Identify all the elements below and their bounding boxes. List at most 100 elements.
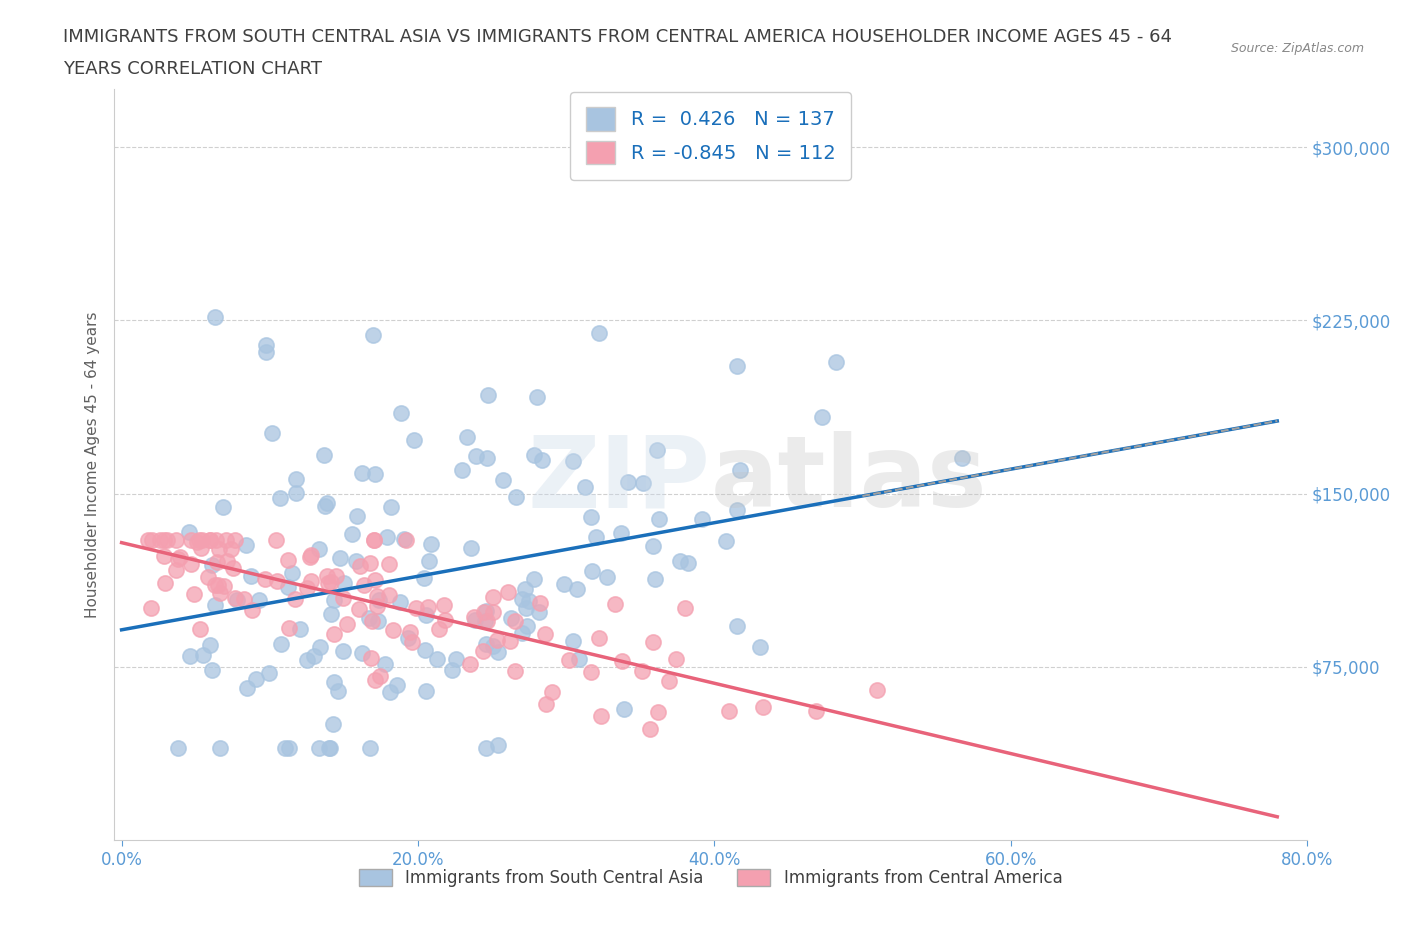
Point [561, 454, 583, 469]
Point [139, 600, 162, 615]
Point [588, 631, 610, 645]
Point [612, 654, 634, 669]
Point [825, 355, 848, 370]
Point [201, 662, 224, 677]
Point [648, 512, 671, 526]
Point [616, 474, 638, 489]
Point [513, 581, 536, 596]
Point [264, 532, 287, 547]
Point [503, 613, 526, 628]
Point [405, 601, 427, 616]
Point [136, 532, 159, 547]
Point [415, 608, 437, 623]
Point [645, 443, 668, 458]
Point [363, 327, 385, 342]
Point [574, 480, 596, 495]
Point [329, 551, 352, 565]
Point [347, 602, 370, 617]
Point [553, 577, 575, 591]
Point [253, 571, 276, 586]
Point [366, 599, 388, 614]
Point [197, 569, 219, 584]
Point [353, 578, 375, 593]
Point [332, 644, 354, 658]
Point [186, 535, 208, 550]
Point [211, 500, 233, 515]
Point [472, 604, 495, 619]
Point [245, 671, 267, 686]
Point [380, 499, 402, 514]
Point [394, 531, 416, 546]
Point [387, 677, 409, 692]
Point [200, 532, 222, 547]
Point [361, 613, 384, 628]
Point [510, 626, 533, 641]
Point [633, 476, 655, 491]
Point [201, 558, 224, 573]
Point [477, 387, 499, 402]
Point [208, 541, 231, 556]
Point [568, 651, 591, 666]
Point [603, 596, 626, 611]
Point [673, 601, 696, 616]
Point [464, 613, 486, 628]
Point [444, 652, 467, 667]
Point [363, 532, 385, 547]
Point [486, 632, 509, 647]
Point [215, 532, 238, 547]
Point [277, 620, 299, 635]
Point [322, 674, 344, 689]
Point [295, 653, 318, 668]
Point [399, 624, 422, 639]
Point [219, 541, 242, 556]
Point [366, 589, 388, 604]
Point [274, 740, 297, 755]
Point [529, 596, 551, 611]
Point [562, 634, 585, 649]
Point [236, 680, 259, 695]
Point [187, 532, 209, 547]
Legend: R =  0.426   N = 137, R = -0.845   N = 112: R = 0.426 N = 137, R = -0.845 N = 112 [571, 92, 851, 179]
Point [235, 538, 257, 552]
Point [278, 740, 301, 755]
Point [153, 549, 176, 564]
Point [297, 581, 319, 596]
Point [718, 704, 741, 719]
Point [315, 568, 337, 583]
Point [270, 636, 292, 651]
Point [434, 613, 457, 628]
Point [866, 682, 889, 697]
Point [350, 646, 373, 661]
Point [475, 604, 498, 618]
Point [474, 614, 496, 629]
Point [585, 529, 607, 544]
Point [465, 448, 488, 463]
Point [378, 588, 401, 603]
Point [336, 617, 359, 631]
Point [322, 716, 344, 731]
Point [179, 649, 201, 664]
Point [269, 490, 291, 505]
Point [401, 635, 423, 650]
Text: ZIP: ZIP [527, 432, 710, 528]
Point [413, 643, 436, 658]
Text: atlas: atlas [710, 432, 987, 528]
Point [322, 627, 344, 642]
Point [579, 510, 602, 525]
Point [277, 552, 299, 567]
Point [690, 512, 713, 526]
Point [359, 740, 381, 755]
Point [725, 618, 748, 633]
Point [247, 592, 270, 607]
Point [515, 600, 537, 615]
Point [204, 597, 226, 612]
Point [418, 599, 440, 614]
Point [284, 485, 307, 500]
Point [207, 554, 229, 569]
Point [540, 684, 562, 699]
Point [382, 622, 405, 637]
Point [215, 553, 238, 568]
Point [302, 648, 325, 663]
Point [299, 574, 322, 589]
Point [318, 740, 340, 755]
